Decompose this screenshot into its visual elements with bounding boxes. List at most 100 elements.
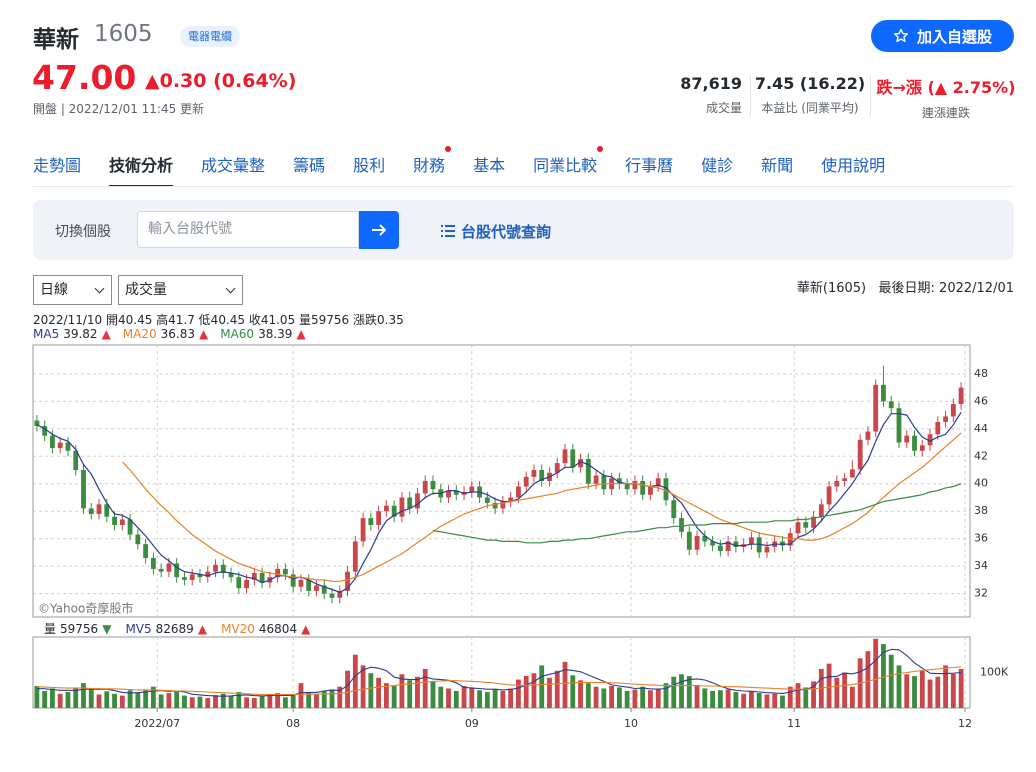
volume-bar bbox=[360, 665, 366, 708]
volume-bar bbox=[570, 675, 576, 708]
candle-body bbox=[290, 574, 296, 587]
candle-body bbox=[259, 573, 265, 583]
candle-body bbox=[539, 470, 545, 481]
price-change: ▲0.30 (0.64%) bbox=[145, 70, 297, 92]
candle-body bbox=[616, 478, 622, 484]
candle-body bbox=[950, 404, 956, 417]
y-tick-label: 40 bbox=[974, 477, 988, 490]
ma-legend: MA5 39.82 ▲ MA20 36.83 ▲ MA60 38.39 ▲ bbox=[33, 327, 318, 341]
candle-body bbox=[251, 573, 257, 580]
volume-bar bbox=[601, 688, 607, 708]
volume-bar bbox=[764, 694, 770, 708]
candle-body bbox=[484, 497, 490, 503]
stock-name: 華新 bbox=[33, 27, 79, 53]
watch-button[interactable]: 加入自選股 bbox=[871, 20, 1014, 52]
search-button[interactable] bbox=[359, 211, 399, 249]
volume-bar bbox=[780, 695, 785, 708]
volume-bar bbox=[826, 663, 832, 708]
candle-body bbox=[345, 571, 350, 591]
y-tick-label: 44 bbox=[974, 422, 988, 435]
legend-arrow: ▲ bbox=[301, 622, 311, 636]
tab[interactable]: 同業比較 bbox=[533, 146, 604, 187]
candle-body bbox=[927, 434, 933, 446]
candle-body bbox=[314, 585, 319, 591]
tab[interactable]: 籌碼 bbox=[293, 156, 326, 175]
candle-body bbox=[717, 545, 723, 552]
code-lookup[interactable]: 台股代號查詢 bbox=[441, 221, 551, 242]
volume-bar bbox=[415, 676, 420, 708]
volume-bar bbox=[562, 661, 568, 708]
stat-value: 87,619 bbox=[680, 74, 742, 93]
candle-body bbox=[896, 408, 902, 443]
tab[interactable]: 股利 bbox=[353, 156, 386, 175]
candle-body bbox=[88, 508, 94, 514]
volume-bar bbox=[143, 689, 149, 708]
stat: 7.45 (16.22) 本益比 (同業平均) bbox=[752, 74, 868, 116]
tab[interactable]: 基本 bbox=[473, 156, 506, 175]
candle-body bbox=[508, 497, 514, 502]
candle-body bbox=[663, 478, 669, 501]
candle-body bbox=[391, 505, 397, 517]
candle-body bbox=[919, 445, 925, 451]
tab[interactable]: 財務 bbox=[413, 146, 452, 187]
volume-bar bbox=[624, 690, 630, 708]
candle-body bbox=[888, 401, 894, 409]
volume-bar bbox=[950, 673, 956, 708]
candle-body bbox=[593, 475, 599, 484]
tab[interactable]: 走勢圖 bbox=[33, 156, 82, 175]
volume-bar bbox=[795, 683, 801, 708]
candle-body bbox=[383, 505, 389, 512]
candle-body bbox=[321, 585, 327, 594]
candle-body bbox=[189, 574, 195, 580]
candle-body bbox=[453, 490, 459, 495]
stat-label: 成交量 bbox=[705, 101, 742, 115]
volume-bar bbox=[236, 692, 242, 708]
indicator-select[interactable]: 成交量 bbox=[118, 275, 243, 305]
volume-bar bbox=[220, 693, 226, 708]
volume-bar bbox=[453, 690, 459, 708]
candle-body bbox=[578, 459, 583, 468]
period-select[interactable]: 日線 bbox=[33, 275, 112, 305]
legend-arrow: ▲ bbox=[296, 327, 306, 341]
last-date: 最後日期: 2022/12/01 bbox=[878, 281, 1014, 296]
indicator-value: 成交量 bbox=[125, 282, 167, 298]
candle-body bbox=[826, 486, 832, 505]
list-icon bbox=[441, 225, 455, 237]
candle-body bbox=[298, 579, 304, 587]
volume-bar bbox=[158, 694, 164, 708]
tab[interactable]: 行事曆 bbox=[625, 156, 674, 175]
volume-bar bbox=[671, 676, 677, 708]
tab[interactable]: 成交彙整 bbox=[201, 156, 266, 175]
candle-body bbox=[166, 563, 172, 572]
stat-value: 7.45 (16.22) bbox=[754, 74, 866, 93]
candle-body bbox=[119, 519, 125, 525]
volume-bar bbox=[881, 644, 886, 708]
candle-body bbox=[422, 481, 428, 494]
volume-bar bbox=[345, 670, 350, 708]
candle-body bbox=[531, 470, 537, 477]
volume-bar bbox=[135, 692, 141, 708]
search-input[interactable]: 輸入台股代號 bbox=[137, 211, 359, 248]
candle-body bbox=[500, 501, 506, 509]
candle-body bbox=[912, 435, 917, 451]
tab[interactable]: 新聞 bbox=[761, 156, 794, 175]
candle-body bbox=[73, 450, 79, 471]
candle-body bbox=[236, 577, 242, 589]
candle-body bbox=[158, 568, 164, 572]
volume-bar bbox=[500, 690, 506, 708]
volume-bar bbox=[803, 687, 809, 708]
volume-bar bbox=[756, 693, 762, 708]
tab[interactable]: 健診 bbox=[701, 156, 734, 175]
candle-body bbox=[275, 568, 281, 578]
volume-bar bbox=[663, 683, 669, 708]
tab[interactable]: 使用說明 bbox=[821, 156, 886, 175]
volume-bar bbox=[50, 688, 55, 708]
candle-body bbox=[368, 518, 374, 525]
volume-bar bbox=[547, 677, 552, 708]
volume-bar bbox=[182, 695, 187, 708]
y-tick-label: 100K bbox=[980, 666, 1009, 679]
candle-body bbox=[632, 481, 638, 490]
volume-bar bbox=[508, 688, 514, 708]
industry-tag[interactable]: 電器電纜 bbox=[180, 26, 240, 47]
